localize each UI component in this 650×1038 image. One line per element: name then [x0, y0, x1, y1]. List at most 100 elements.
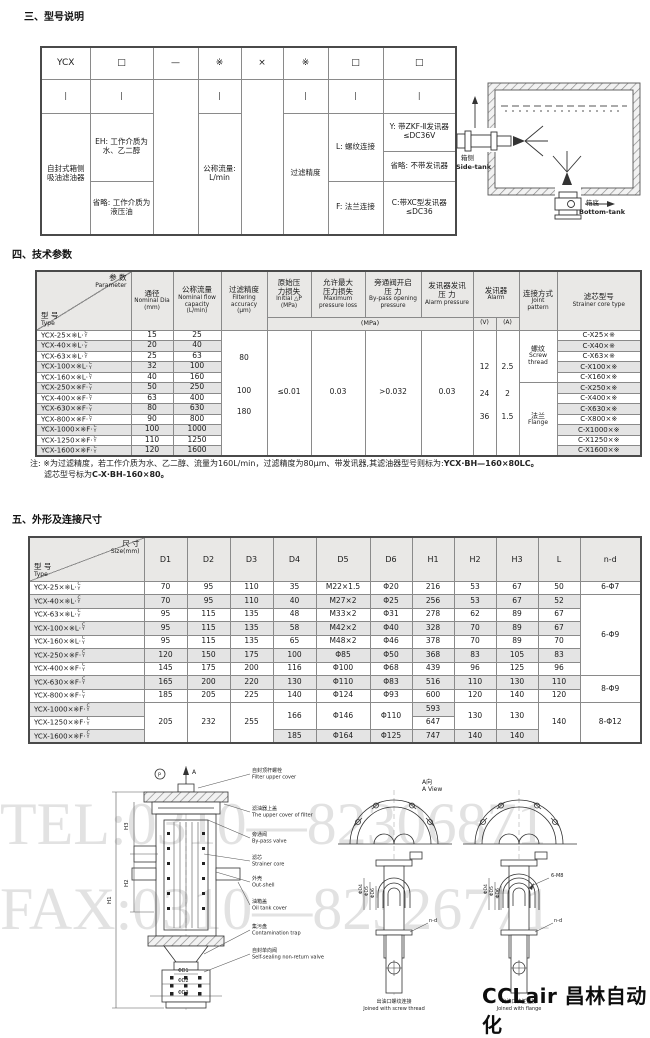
alarm-amp-cell: 2.5 2 1.5 — [495, 329, 520, 457]
nd-cell: 6-Φ7 — [579, 580, 642, 595]
svg-text:ΦD5: ΦD5 — [364, 886, 370, 896]
tech-params-table: 参 数 Parameter 型 号 Type 通径 Nominal Dia (mm) 公… — [35, 270, 642, 457]
col-header-dia: 通径 Nominal Dia (mm) — [130, 270, 174, 331]
svg-text:油箱盖: 油箱盖 — [252, 898, 267, 905]
svg-text:Contamination trap: Contamination trap — [252, 931, 301, 937]
alarm-volt-header: (V) — [472, 316, 497, 331]
right-flange — [215, 867, 241, 881]
col-header-initial-dp: 原始压 力损失 Initial △P (MPa) — [266, 270, 312, 318]
series-description: 自封式箱侧吸油滤油器 — [40, 112, 91, 236]
col-header-alarm: 发讯器 Alarm — [472, 270, 520, 318]
diagonal-header: 尺 寸 Size(mm) 型 号 Type — [28, 536, 145, 582]
table-row: YCX-25×※L· C Y 70 95 110 35 M22×1.5 Φ20 216 53 67 5… — [28, 580, 642, 595]
bolt-callout: 6-M8 — [551, 873, 563, 879]
side-filter-unit — [456, 130, 512, 152]
table-header-row: 尺 寸 Size(mm) 型 号 Type D1 D2 D3 D4 D5 D6 H1… — [28, 536, 642, 582]
col-header-flow: 公称流量 Nominal flow capacity (L/min) — [172, 270, 222, 331]
svg-text:外壳: 外壳 — [252, 875, 262, 882]
bottom-tank-label-zh: 箱底 — [586, 198, 600, 207]
table-row: 省略: 工作介质为液压油 F: 法兰连接 C:带XC型发讯器≤DC36 — [41, 180, 457, 236]
col-header-bypass: 旁通阀开启压 力 By-pass opening pressure — [364, 270, 422, 318]
svg-text:ΦD3: ΦD3 — [178, 990, 189, 996]
side-tab — [534, 851, 548, 860]
col-header-joint: 连接方式 Joint pattern — [518, 270, 558, 331]
initial-dp-cell: ≤0.01 — [266, 329, 312, 457]
brand-logo: CCLair 昌林自动化 — [482, 984, 647, 1037]
nd-cell: 6-Φ9 — [579, 594, 642, 676]
svg-text:ΦD6: ΦD6 — [495, 888, 501, 898]
empty-cell — [152, 78, 199, 236]
dimensions-table: 尺 寸 Size(mm) 型 号 Type D1 D2 D3 D4 D5 D6 H1… — [28, 536, 642, 744]
accuracy-merged-cell: 80 100 180 — [220, 329, 268, 457]
nd-callout: n-d — [554, 918, 562, 924]
side-tab — [409, 851, 423, 860]
flow-arrow-right — [607, 201, 615, 207]
side-tank-label-zh: 箱侧 — [461, 153, 474, 162]
mount-flange — [500, 929, 538, 936]
u-port — [377, 877, 411, 908]
a-view-screw-drawing: ΦD4 ΦD5 ΦD6 n-d 出油口螺纹连接 Joined with scre… — [338, 790, 452, 1012]
core-rivets — [167, 832, 205, 910]
bottom-filter-unit — [554, 191, 582, 220]
a-direction-arrow — [183, 766, 189, 775]
svg-text:H2: H2 — [124, 879, 130, 887]
p-port-mark — [154, 768, 166, 780]
table-subheader-row: (MPa) (V) (A) — [36, 316, 641, 331]
mount-flange — [375, 929, 413, 936]
strainer-core-part — [163, 819, 209, 931]
suction-spray-bottom — [552, 151, 582, 185]
svg-text:H3: H3 — [124, 822, 130, 830]
note: 注: ※为过滤精度，若工作介质为水、乙二醇、流量为160L/min，过滤精度为8… — [30, 459, 539, 479]
caption-en: Joined with flange — [496, 1006, 542, 1012]
medium-default: 省略: 工作介质为液压油 — [89, 180, 154, 236]
empty-cell — [240, 78, 284, 236]
joint-f: F: 法兰连接 — [327, 180, 384, 236]
joint-flange-cell: 法兰 Flange — [518, 382, 558, 457]
svg-text:集污盘: 集污盘 — [252, 923, 267, 930]
svg-text:ΦD4: ΦD4 — [358, 884, 364, 894]
nd-cell: 8-Φ12 — [579, 702, 642, 744]
p-mark-label: P — [158, 773, 161, 779]
col-header-accuracy: 过滤精度 Filtering accuracy (μm) — [220, 270, 268, 331]
table-row: 自封式箱侧吸油滤油器 EH: 工作介质为水、乙二醇 公称流量: L/min 过滤… — [40, 112, 457, 236]
caption-zh: 出油口法兰连接 — [501, 998, 536, 1005]
svg-text:Out-shell: Out-shell — [252, 883, 275, 889]
svg-text:Strainer core: Strainer core — [252, 862, 284, 868]
diagonal-header: 参 数 Parameter 型 号 Type — [35, 270, 132, 331]
col-header-alarm-pressure: 发讯器发讯压 力 Alarm pressure — [420, 270, 474, 318]
model-code-cell: YCX — [40, 46, 91, 80]
alarm-none: 省略: 不带发讯器 — [382, 150, 457, 182]
caption-en: Joined with screw thread — [362, 1006, 425, 1012]
svg-text:ΦD1: ΦD1 — [178, 968, 189, 974]
a-view-label: A向 A View — [422, 779, 443, 794]
joint-l: L: 螺纹连接 — [327, 112, 384, 182]
svg-text:滤油器上盖: 滤油器上盖 — [252, 805, 277, 812]
oil-tank-cover-part — [147, 935, 225, 947]
joint-screw-cell: 螺纹 Screw thread — [518, 329, 558, 383]
suction-spray — [513, 125, 548, 157]
mpa-unit-band: (MPa) — [266, 316, 474, 331]
dimension-lines — [112, 791, 222, 1009]
svg-text:H1: H1 — [107, 896, 113, 904]
alarm-pressure-cell: 0.03 — [420, 329, 474, 457]
section-3-heading: 三、型号说明 — [24, 12, 84, 23]
flow-designation: 公称流量: L/min — [197, 112, 242, 236]
col-header-max-loss: 允许最大 压力损失 Maximum pressure loss — [310, 270, 366, 318]
table-row: | | | | | | — [40, 78, 457, 236]
svg-text:By-pass valve: By-pass valve — [252, 839, 287, 845]
svg-text:Self-sealing non-return valve: Self-sealing non-return valve — [252, 955, 324, 961]
bottom-tank-label-en: Bottom-tank — [579, 208, 626, 216]
model-designation-table: YCX □ — ※ × ※ □ □ | | | | | | 自封式箱侧吸油滤油器… — [40, 46, 457, 236]
tank-mount-diagram: 箱侧 Side-tank 箱底 Bottom-tank — [456, 82, 641, 220]
side-tank-label-en: Side-tank — [456, 163, 492, 171]
svg-text:旁通阀: 旁通阀 — [252, 831, 267, 838]
svg-text:滤芯: 滤芯 — [252, 854, 262, 861]
alarm-amp-header: (A) — [495, 316, 520, 331]
table-row: YCX-25×※L· C Y 15 25 80 100 180 ≤0.01 0.03 >… — [35, 329, 642, 457]
table-row: YCX □ — ※ × ※ □ □ — [40, 46, 457, 80]
caption-zh: 出油口螺纹连接 — [376, 998, 411, 1005]
section-5-heading: 五、外形及连接尺寸 — [12, 515, 102, 526]
a-arrow-label: A — [192, 769, 197, 776]
